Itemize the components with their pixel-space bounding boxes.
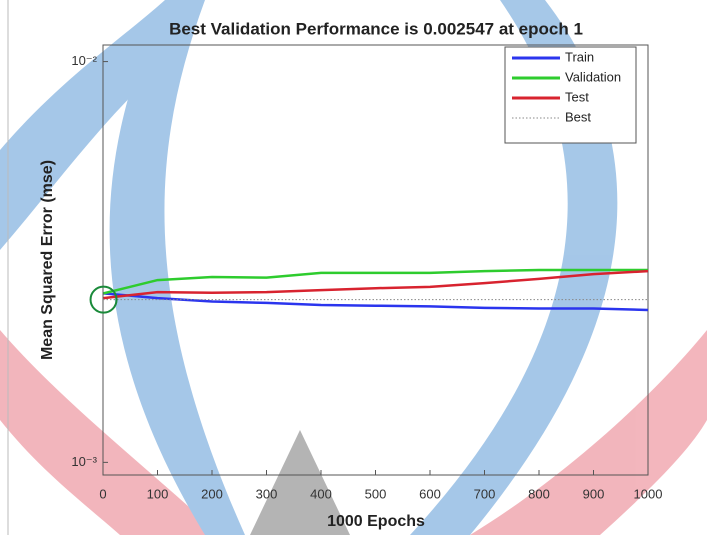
legend-box xyxy=(504,46,637,144)
x-tick-label: 500 xyxy=(365,486,387,501)
legend-label: Best xyxy=(565,109,591,124)
x-tick-label: 1000 xyxy=(634,486,663,501)
x-tick-label: 800 xyxy=(528,486,550,501)
y-tick-label: 10⁻³ xyxy=(71,454,97,469)
x-tick-label: 900 xyxy=(583,486,605,501)
y-axis-label: Mean Squared Error (mse) xyxy=(39,160,56,360)
x-tick-label: 0 xyxy=(99,486,106,501)
legend-label: Train xyxy=(565,49,594,64)
legend-label: Test xyxy=(565,89,589,104)
chart-title: Best Validation Performance is 0.002547 … xyxy=(169,19,583,38)
legend: Train Validation Test Best xyxy=(504,46,637,144)
legend-label: Validation xyxy=(565,69,621,84)
x-tick-label: 200 xyxy=(201,486,223,501)
x-tick-label: 700 xyxy=(474,486,496,501)
x-tick-label: 600 xyxy=(419,486,441,501)
series-line xyxy=(103,268,648,295)
y-tick-label: 10⁻² xyxy=(71,53,97,68)
best-marker xyxy=(89,285,118,314)
x-tick-label: 100 xyxy=(147,486,169,501)
series-line xyxy=(103,292,649,312)
x-tick-label: 300 xyxy=(256,486,278,501)
x-tick-label: 400 xyxy=(310,486,332,501)
x-axis-label: 1000 Epochs xyxy=(327,513,425,530)
series-line xyxy=(103,269,649,300)
